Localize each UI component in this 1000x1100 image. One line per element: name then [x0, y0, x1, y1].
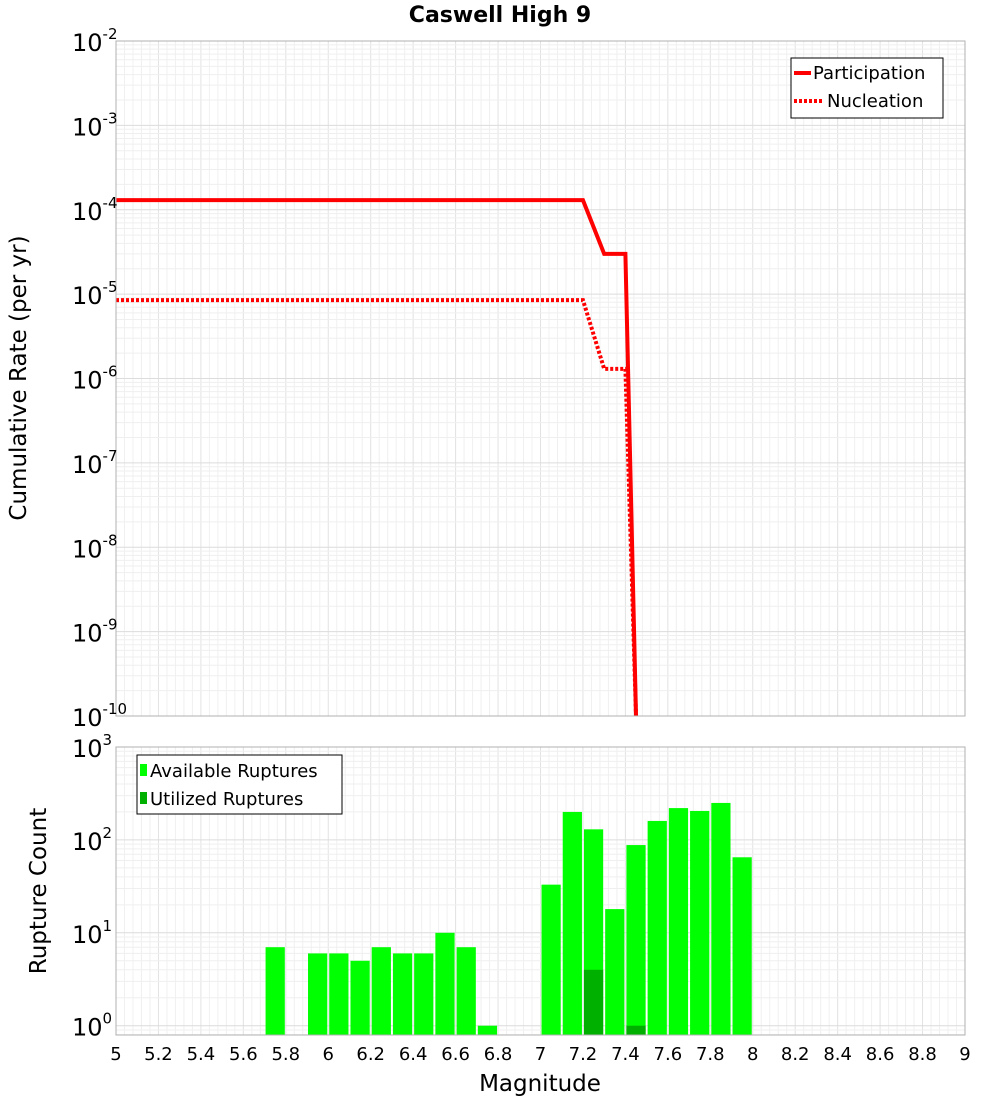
rate-plot: 10-2 10-3 10-4 10-5 10-6 10-7 10-8 10-9 10-10 Cu…	[6, 25, 966, 732]
y-tick-label: 10-10	[72, 700, 127, 732]
x-tick-label: 8	[747, 1044, 758, 1065]
available-bar	[668, 808, 689, 1035]
x-tick-label: 6.2	[356, 1044, 385, 1065]
rate-legend: Participation Nucleation	[790, 57, 944, 119]
legend-label-available: Available Ruptures	[150, 761, 318, 782]
available-bar	[414, 953, 434, 1035]
count-plot-bars	[265, 802, 752, 1035]
available-bar	[265, 947, 285, 1035]
x-tick-label: 7.2	[569, 1044, 598, 1065]
x-tick-label: 6.6	[441, 1044, 470, 1065]
rate-plot-frame	[115, 40, 966, 717]
y-tick-label: 10-5	[72, 278, 118, 310]
available-bar	[308, 953, 328, 1035]
rate-y-axis-label: Cumulative Rate (per yr)	[6, 235, 32, 520]
x-tick-label: 8.6	[866, 1044, 895, 1065]
rate-plot-grid	[115, 41, 966, 717]
available-bar	[647, 820, 667, 1035]
series-line-participation	[116, 198, 639, 717]
rate-legend-box	[790, 57, 944, 119]
x-axis-label: Magnitude	[479, 1071, 601, 1097]
x-tick-label: 5.4	[187, 1044, 216, 1065]
available-bar	[605, 909, 625, 1035]
magnitude-x-ticks: 5 5.2 5.4 5.6 5.8 6 6.2 6.4 6.6 6.8 7 7.2 7.4 7.6 7.8 8…	[110, 1044, 970, 1065]
utilized-bar	[583, 969, 604, 1035]
count-y-ticks: 103 102 101 100	[72, 731, 112, 1042]
available-bar	[435, 932, 455, 1035]
rate-y-ticks: 10-2 10-3 10-4 10-5 10-6 10-7 10-8 10-9 10-10	[72, 25, 127, 732]
legend-swatch-available	[140, 764, 147, 776]
x-tick-label: 7	[535, 1044, 546, 1065]
available-bar	[626, 845, 646, 1035]
y-tick-label: 10-7	[72, 447, 118, 479]
available-bar	[541, 884, 561, 1035]
available-bar	[732, 857, 752, 1035]
x-tick-label: 9	[959, 1044, 970, 1065]
y-tick-label: 100	[72, 1010, 112, 1042]
x-tick-label: 5.6	[229, 1044, 258, 1065]
legend-label-utilized: Utilized Ruptures	[150, 789, 303, 810]
x-tick-label: 6	[323, 1044, 334, 1065]
x-tick-label: 5.8	[271, 1044, 300, 1065]
y-tick-label: 10-4	[72, 194, 118, 226]
x-tick-label: 5	[110, 1044, 121, 1065]
chart-title: Caswell High 9	[409, 3, 591, 28]
count-plot-frame	[115, 746, 966, 1036]
available-bar	[350, 960, 370, 1035]
legend-swatch-utilized	[140, 792, 147, 804]
count-legend: Available Ruptures Utilized Ruptures	[136, 754, 343, 815]
rate-plot-lines	[116, 198, 639, 717]
count-legend-box	[136, 754, 343, 815]
available-bar	[690, 810, 710, 1035]
x-tick-label: 8.4	[823, 1044, 852, 1065]
available-bar	[562, 811, 582, 1035]
y-tick-label: 102	[72, 824, 112, 856]
y-tick-label: 10-2	[72, 25, 118, 57]
available-bar	[711, 802, 731, 1035]
x-tick-label: 8.8	[908, 1044, 937, 1065]
y-tick-label: 10-9	[72, 616, 118, 648]
x-tick-label: 6.4	[399, 1044, 428, 1065]
x-tick-label: 7.8	[696, 1044, 725, 1065]
y-tick-label: 10-6	[72, 363, 118, 395]
available-bar	[477, 1025, 498, 1035]
utilized-bar	[626, 1025, 646, 1035]
available-bar	[392, 953, 413, 1035]
x-tick-label: 7.6	[654, 1044, 683, 1065]
legend-label-nucleation: Nucleation	[827, 91, 923, 112]
count-plot: 103 102 101 100 Rupture Count Available Rup…	[26, 731, 971, 1097]
x-tick-label: 8.2	[781, 1044, 810, 1065]
x-tick-label: 6.8	[484, 1044, 513, 1065]
y-tick-label: 103	[72, 731, 112, 763]
x-tick-label: 5.2	[144, 1044, 173, 1065]
x-tick-label: 7.4	[611, 1044, 640, 1065]
series-line-nucleation	[116, 298, 639, 717]
available-bar	[329, 953, 349, 1035]
available-bar	[456, 947, 476, 1035]
legend-label-participation: Participation	[813, 63, 925, 84]
count-y-axis-label: Rupture Count	[26, 808, 52, 974]
available-bar	[371, 947, 391, 1035]
y-tick-label: 101	[72, 917, 112, 949]
y-tick-label: 10-8	[72, 531, 118, 563]
y-tick-label: 10-3	[72, 109, 118, 141]
